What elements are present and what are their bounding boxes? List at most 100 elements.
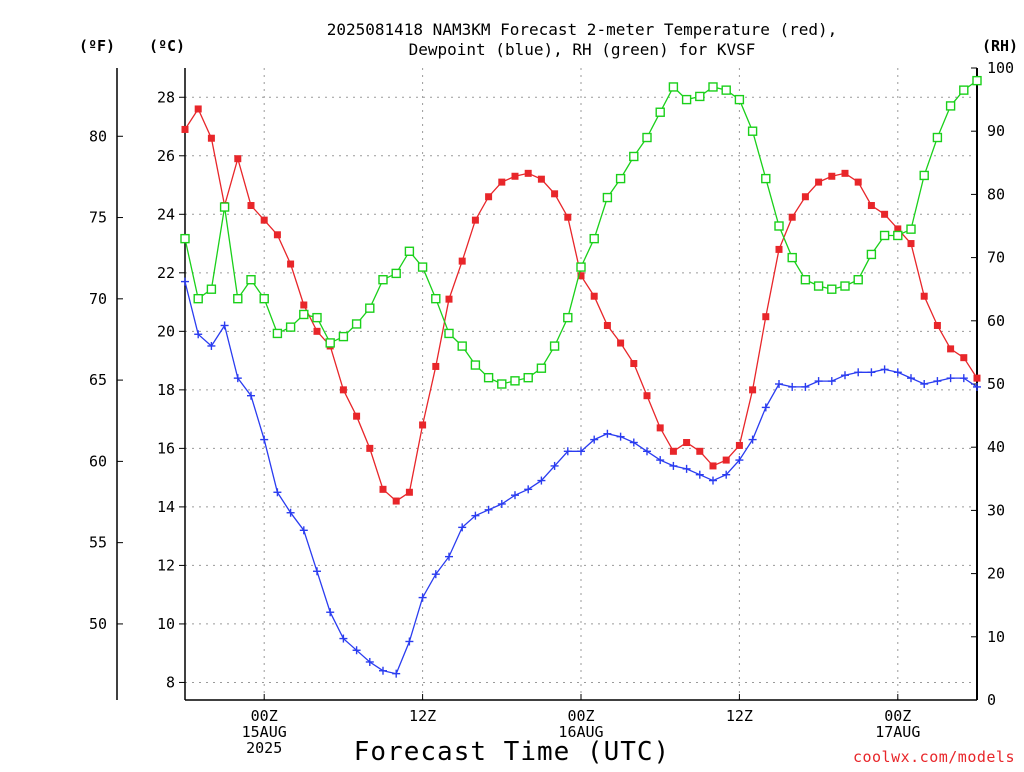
temperature-point: [511, 172, 519, 180]
temperature-point: [590, 292, 598, 300]
rh-line: [184, 80, 978, 385]
rh-point: [747, 126, 758, 136]
dewpoint-point: [973, 382, 981, 391]
rh-point: [602, 192, 613, 203]
dewpoint-point: [761, 403, 770, 412]
rh-point: [906, 224, 916, 234]
rh-point: [972, 75, 982, 86]
temperature-point: [273, 231, 281, 239]
dewpoint-point: [471, 511, 480, 520]
rh-point: [866, 249, 877, 260]
rh-point: [813, 281, 824, 291]
dewpoint-point: [801, 382, 810, 391]
dewpoint-point: [379, 666, 387, 675]
rh-point: [615, 173, 626, 184]
rh-point: [497, 379, 507, 389]
temperature-point: [617, 339, 625, 347]
temperature-point: [247, 202, 255, 210]
labels: 2025081418 NAM3KM Forecast 2-meter Tempe…: [79, 20, 1018, 767]
temperature-point: [775, 245, 783, 253]
dewpoint-point: [616, 432, 625, 441]
celsius-tick-label: 24: [157, 205, 175, 223]
rh-point: [945, 101, 956, 111]
celsius-tick-label: 16: [157, 439, 175, 457]
dewpoint-point: [643, 447, 651, 456]
dewpoint-point: [511, 491, 519, 500]
dewpoint-point: [682, 464, 691, 473]
rh-tick-label: 30: [987, 501, 1005, 519]
fahrenheit-tick-label: 60: [89, 452, 107, 470]
dewpoint-point: [748, 435, 757, 444]
temperature-point: [458, 257, 466, 265]
dewpoint-point: [326, 608, 335, 617]
series-group: [180, 75, 982, 678]
x-axis-title: Forecast Time (UTC): [354, 737, 670, 767]
temperature-point: [392, 497, 400, 505]
temperature-point: [749, 386, 757, 394]
rh-point: [444, 328, 454, 339]
dewpoint-point: [260, 435, 269, 444]
temperature-point: [551, 190, 559, 198]
rh-unit-label: (RH): [982, 37, 1018, 55]
temperature-point: [207, 134, 215, 142]
temperature-point: [471, 216, 479, 224]
dewpoint-point: [563, 447, 572, 456]
dewpoint-point: [880, 365, 889, 374]
rh-point: [655, 107, 665, 117]
temperature-series: [181, 105, 981, 505]
dewpoint-point: [299, 526, 308, 535]
rh-tick-label: 0: [987, 691, 996, 709]
dewpoint-point: [431, 570, 440, 579]
fahrenheit-tick-label: 65: [89, 371, 107, 389]
rh-point: [840, 281, 850, 291]
temperature-point: [735, 441, 743, 449]
temperature-point: [313, 327, 321, 335]
celsius-tick-label: 12: [157, 556, 175, 574]
dewpoint-series: [181, 277, 981, 678]
dewpoint-point: [669, 461, 678, 470]
temperature-point: [300, 301, 308, 309]
x-tick-label: 00Z: [251, 707, 278, 725]
rh-tick-label: 50: [987, 375, 1005, 393]
temperature-point: [973, 374, 981, 382]
rh-point: [708, 82, 718, 92]
temperature-point: [881, 210, 889, 218]
dewpoint-point: [405, 637, 414, 646]
temperature-point: [762, 313, 770, 321]
dewpoint-point: [418, 593, 427, 602]
temperature-point: [933, 321, 941, 329]
x-tick-label: 16AUG: [558, 723, 603, 741]
dewpoint-point: [603, 429, 612, 438]
chart-title-line-1: 2025081418 NAM3KM Forecast 2-meter Tempe…: [327, 20, 838, 39]
dewpoint-point: [920, 380, 929, 388]
dewpoint-point: [827, 377, 836, 386]
temperature-point: [841, 169, 849, 177]
x-tick-label: 00Z: [884, 707, 911, 725]
temperature-point: [419, 421, 427, 429]
temperature-point: [445, 295, 453, 303]
rh-tick-label: 10: [987, 628, 1005, 646]
rh-point: [576, 262, 586, 272]
dewpoint-point: [181, 277, 189, 286]
credit-text: coolwx.com/models: [853, 748, 1015, 766]
rh-point: [959, 85, 969, 95]
temperature-point: [960, 354, 968, 362]
grid: [185, 68, 977, 700]
dewpoint-point: [220, 321, 229, 330]
dewpoint-point: [629, 438, 638, 447]
x-tick-label: 2025: [246, 739, 282, 757]
rh-point: [193, 293, 203, 304]
dewpoint-point: [656, 456, 665, 465]
rh-point: [312, 312, 322, 323]
rh-point: [510, 376, 520, 386]
rh-point: [827, 284, 837, 294]
rh-point: [549, 341, 560, 351]
celsius-tick-label: 10: [157, 615, 175, 633]
rh-point: [404, 246, 415, 256]
rh-point: [180, 233, 190, 244]
rh-point: [879, 230, 890, 241]
rh-point: [285, 322, 296, 332]
fahrenheit-unit-label: (ºF): [79, 37, 115, 55]
rh-point: [325, 338, 335, 348]
dewpoint-point: [484, 505, 493, 514]
